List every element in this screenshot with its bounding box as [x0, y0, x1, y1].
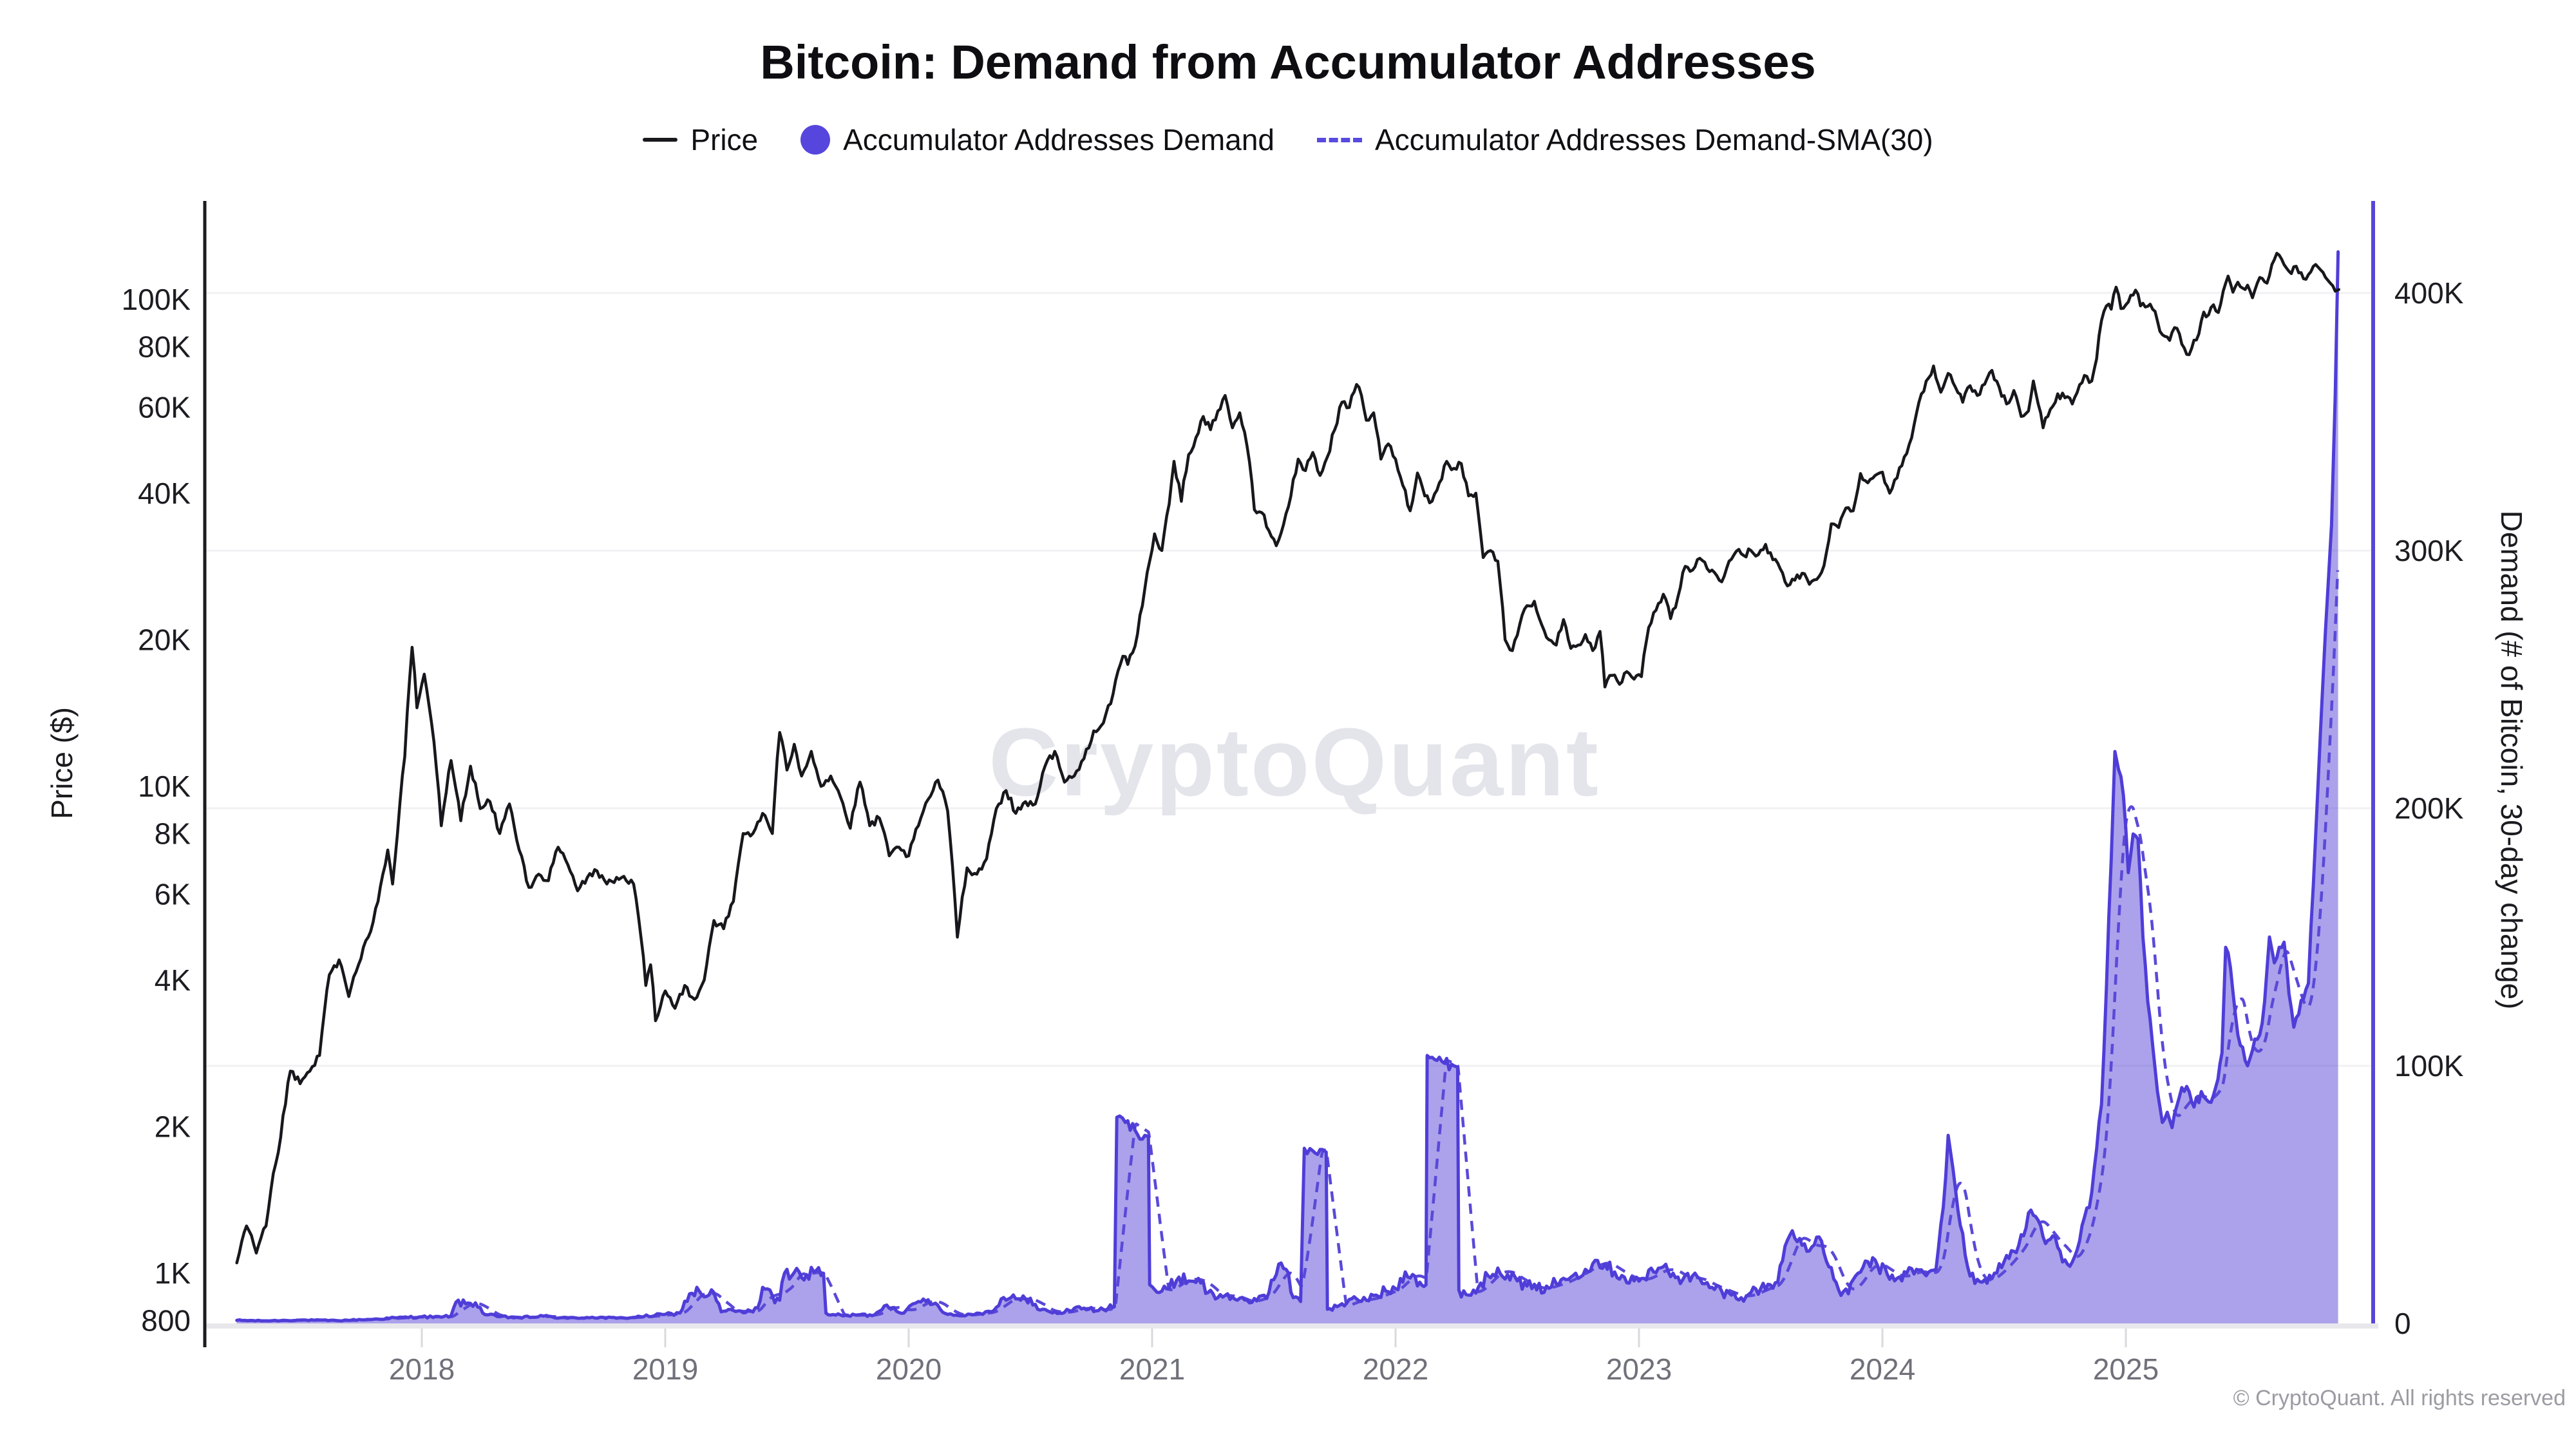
demand-line	[235, 250, 2340, 1323]
x-axis-tick-label: 2019	[632, 1352, 698, 1386]
axis-lines	[203, 201, 2375, 1347]
x-axis-tick-label: 2020	[876, 1352, 942, 1386]
legend-label-demand: Accumulator Addresses Demand	[843, 123, 1274, 156]
legend-item-demand: Accumulator Addresses Demand	[800, 122, 1274, 157]
right-axis-title: Demand (# of Bitcoin, 30-day change)	[2495, 511, 2528, 1010]
left-axis-tick-label: 60K	[138, 391, 191, 424]
data-series	[235, 250, 2341, 1323]
legend: Price Accumulator Addresses Demand Accum…	[0, 122, 2576, 157]
right-axis-tick-label: 400K	[2394, 276, 2464, 310]
left-axis-tick-label: 100K	[122, 283, 191, 316]
axis-tick-labels: 100K 80K 60K 40K 20K 10K 8K 6K 4K 2K 1K 800 400K 300K…	[122, 276, 2464, 1386]
left-axis-title: Price ($)	[45, 707, 79, 819]
left-axis-tick-label: 2K	[155, 1110, 191, 1143]
left-axis-tick-label: 4K	[155, 963, 191, 997]
left-axis-tick-label: 80K	[138, 330, 191, 363]
price-line-swatch-icon	[643, 138, 678, 142]
x-axis-tick-label: 2024	[1850, 1352, 1915, 1386]
x-axis-tick-label: 2021	[1119, 1352, 1185, 1386]
left-axis-tick-label: 1K	[155, 1256, 191, 1290]
demand-sma-line	[256, 570, 2340, 1323]
price-line	[235, 252, 2341, 1265]
left-axis-tick-label: 40K	[138, 477, 191, 510]
legend-item-price: Price	[643, 122, 758, 157]
x-axis-tick-label: 2022	[1363, 1352, 1428, 1386]
watermark-text: CryptoQuant	[989, 708, 1600, 816]
left-axis-tick-label: 6K	[155, 878, 191, 911]
left-axis-tick-label: 10K	[138, 770, 191, 803]
chart-title: Bitcoin: Demand from Accumulator Address…	[760, 35, 1816, 89]
x-axis-tick-label: 2025	[2093, 1352, 2159, 1386]
left-axis-tick-label: 8K	[155, 817, 191, 850]
sma-dash-swatch-icon	[1317, 137, 1362, 142]
left-axis-tick-label: 20K	[138, 623, 191, 656]
legend-label-sma: Accumulator Addresses Demand-SMA(30)	[1375, 123, 1933, 156]
right-axis-tick-label: 0	[2394, 1307, 2411, 1340]
gridlines	[205, 292, 2373, 1067]
right-axis-tick-label: 200K	[2394, 791, 2464, 825]
legend-label-price: Price	[690, 123, 759, 156]
legend-item-sma: Accumulator Addresses Demand-SMA(30)	[1317, 122, 1933, 157]
x-axis-tick-label: 2018	[389, 1352, 455, 1386]
copyright-text: © CryptoQuant. All rights reserved	[2233, 1386, 2566, 1410]
demand-dot-swatch-icon	[800, 125, 831, 155]
right-axis-tick-label: 100K	[2394, 1049, 2464, 1083]
x-axis-tick-label: 2023	[1606, 1352, 1672, 1386]
left-axis-tick-label: 800	[141, 1303, 191, 1337]
x-axis-line	[205, 1323, 2378, 1329]
axis-decorations	[205, 1323, 2378, 1347]
right-axis-tick-label: 300K	[2394, 534, 2464, 567]
demand-area-fill	[236, 252, 2338, 1323]
